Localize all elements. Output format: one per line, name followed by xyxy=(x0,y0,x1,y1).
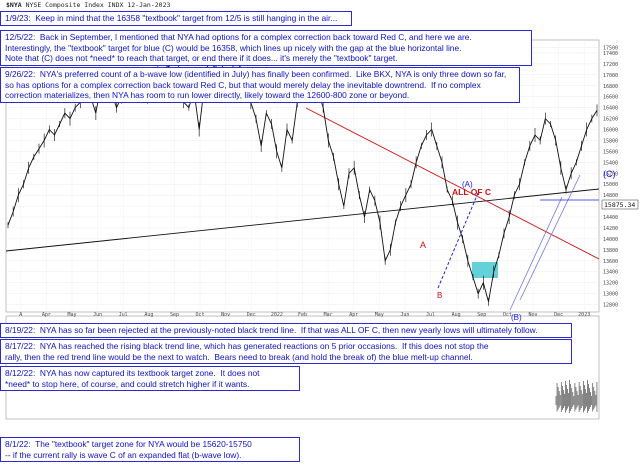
note-8-19-22: 8/19/22: NYA has so far been rejected at… xyxy=(0,323,572,338)
note-8-17-22: 8/17/22: NYA has reached the rising blac… xyxy=(0,339,572,365)
index-name: NYSE Composite Index INDX xyxy=(25,1,124,9)
x-tick-label: Feb xyxy=(298,312,307,318)
y-tick-label: 17500 xyxy=(603,45,618,51)
x-tick-label: Apr xyxy=(349,312,358,318)
note-line: rally, then the red trend line would be … xyxy=(5,351,473,362)
x-tick-label: May xyxy=(68,312,77,318)
y-tick-label: 15000 xyxy=(603,182,618,188)
x-tick-label: Jun xyxy=(400,312,409,318)
y-tick-label: 14000 xyxy=(603,237,618,243)
note-line: 8/1/22: The "textbook" target zone for N… xyxy=(5,439,252,449)
chart-date: 12-Jan-2023 xyxy=(127,1,171,9)
y-tick-label: 13400 xyxy=(603,270,618,276)
x-tick-label: 2023 xyxy=(578,312,590,318)
note-line: Interestingly, the "textbook" target for… xyxy=(5,42,462,53)
y-tick-label: 16800 xyxy=(603,84,618,90)
y-tick-label: 17200 xyxy=(603,62,618,68)
red-b-label: B xyxy=(437,291,442,300)
last-price-box xyxy=(601,199,639,210)
y-tick-label: 13800 xyxy=(603,248,618,254)
note-line: 8/12/22: NYA has now captured its textbo… xyxy=(5,368,260,378)
y-tick-label: 16000 xyxy=(603,128,618,134)
x-tick-label: May xyxy=(375,312,384,318)
x-tick-label: Apr xyxy=(42,312,51,318)
all-of-c-label: ALL OF C xyxy=(452,187,491,197)
note-line: correction materializes, then NYA has ro… xyxy=(5,90,410,101)
y-tick-label: 13600 xyxy=(603,259,618,265)
y-tick-label: 13000 xyxy=(603,292,618,298)
note-line: so has options for a complex correction … xyxy=(5,79,481,90)
note-12-5-22: 12/5/22: Back in September, I mentioned … xyxy=(0,30,532,66)
note-line: 9/26/22: NYA's preferred count of a b-wa… xyxy=(5,69,507,79)
lower-panel-bars xyxy=(555,380,598,413)
x-tick-label: Mar xyxy=(324,312,333,318)
blue-dashed-line xyxy=(437,192,479,289)
x-tick-label: Aug xyxy=(144,312,153,318)
note-line: 8/19/22: NYA has so far been rejected at… xyxy=(5,325,538,335)
note-line: *need* to stop here, of course, and coul… xyxy=(5,378,250,389)
note-8-1-22: 8/1/22: The "textbook" target zone for N… xyxy=(0,437,300,463)
y-tick-label: 17000 xyxy=(603,73,618,79)
y-tick-label: 15200 xyxy=(603,171,618,177)
y-tick-label: 16400 xyxy=(603,106,618,112)
x-tick-label: Dec xyxy=(247,312,256,318)
y-tick-label: 14800 xyxy=(603,193,618,199)
blue-channel-lower xyxy=(509,196,563,311)
red-trend-line xyxy=(305,107,599,260)
blue-b-label: (B) xyxy=(511,313,522,322)
x-axis-ticks: A Apr May Jun Jul Aug Sep Oct Nov Dec 2022 Feb Mar Ap… xyxy=(19,312,590,318)
note-line: -- if the current rally is wave C of an … xyxy=(5,449,242,460)
y-tick-label: 14400 xyxy=(603,215,618,221)
y-tick-label: 12800 xyxy=(603,303,618,309)
blue-c-label: (C) xyxy=(603,169,616,179)
y-tick-label: 13200 xyxy=(603,281,618,287)
target-zone-box xyxy=(472,262,498,278)
chart-header: $NYA NYSE Composite Index INDX 12-Jan-20… xyxy=(6,1,170,9)
y-tick-label: 16200 xyxy=(603,117,618,123)
y-tick-label: 15800 xyxy=(603,138,618,144)
x-tick-label: Jul xyxy=(119,312,128,318)
x-tick-label: Oct xyxy=(503,312,512,318)
note-8-12-22: 8/12/22: NYA has now captured its textbo… xyxy=(0,366,300,392)
note-9-26-22: 9/26/22: NYA's preferred count of a b-wa… xyxy=(0,67,520,103)
blue-channel-upper xyxy=(519,174,581,301)
black-trend-line xyxy=(6,188,599,252)
y-tick-label: 15400 xyxy=(603,160,618,166)
note-line: 8/17/22: NYA has reached the rising blac… xyxy=(5,341,489,351)
y-tick-label: 14200 xyxy=(603,226,618,232)
x-tick-label: Jul xyxy=(426,312,435,318)
note-line: 1/9/23: Keep in mind that the 16358 "tex… xyxy=(5,13,338,23)
x-tick-label: 2022 xyxy=(271,312,283,318)
x-tick-label: Nov xyxy=(221,312,230,318)
x-tick-label: Sep xyxy=(477,312,486,318)
red-a-label: A xyxy=(420,240,426,250)
note-line: 12/5/22: Back in September, I mentioned … xyxy=(5,32,472,42)
blue-a-label: (A) xyxy=(462,180,473,189)
x-tick-label: Nov xyxy=(528,312,537,318)
note-line: Note that (C) does not *need* to reach t… xyxy=(5,53,398,64)
x-tick-label: Jun xyxy=(93,312,102,318)
last-price-label: 15875.34 xyxy=(604,201,635,209)
y-tick-label: 17400 xyxy=(603,51,618,57)
ticker-symbol: $NYA xyxy=(6,1,22,9)
x-tick-label: Sep xyxy=(170,312,179,318)
x-tick-label: Aug xyxy=(452,312,461,318)
note-1-9-23: 1/9/23: Keep in mind that the 16358 "tex… xyxy=(0,11,352,26)
y-tick-label: 15600 xyxy=(603,149,618,155)
x-tick-label: A xyxy=(19,312,22,318)
x-tick-label: Oct xyxy=(196,312,205,318)
x-tick-label: Dec xyxy=(554,312,563,318)
y-tick-label: 16600 xyxy=(603,95,618,101)
